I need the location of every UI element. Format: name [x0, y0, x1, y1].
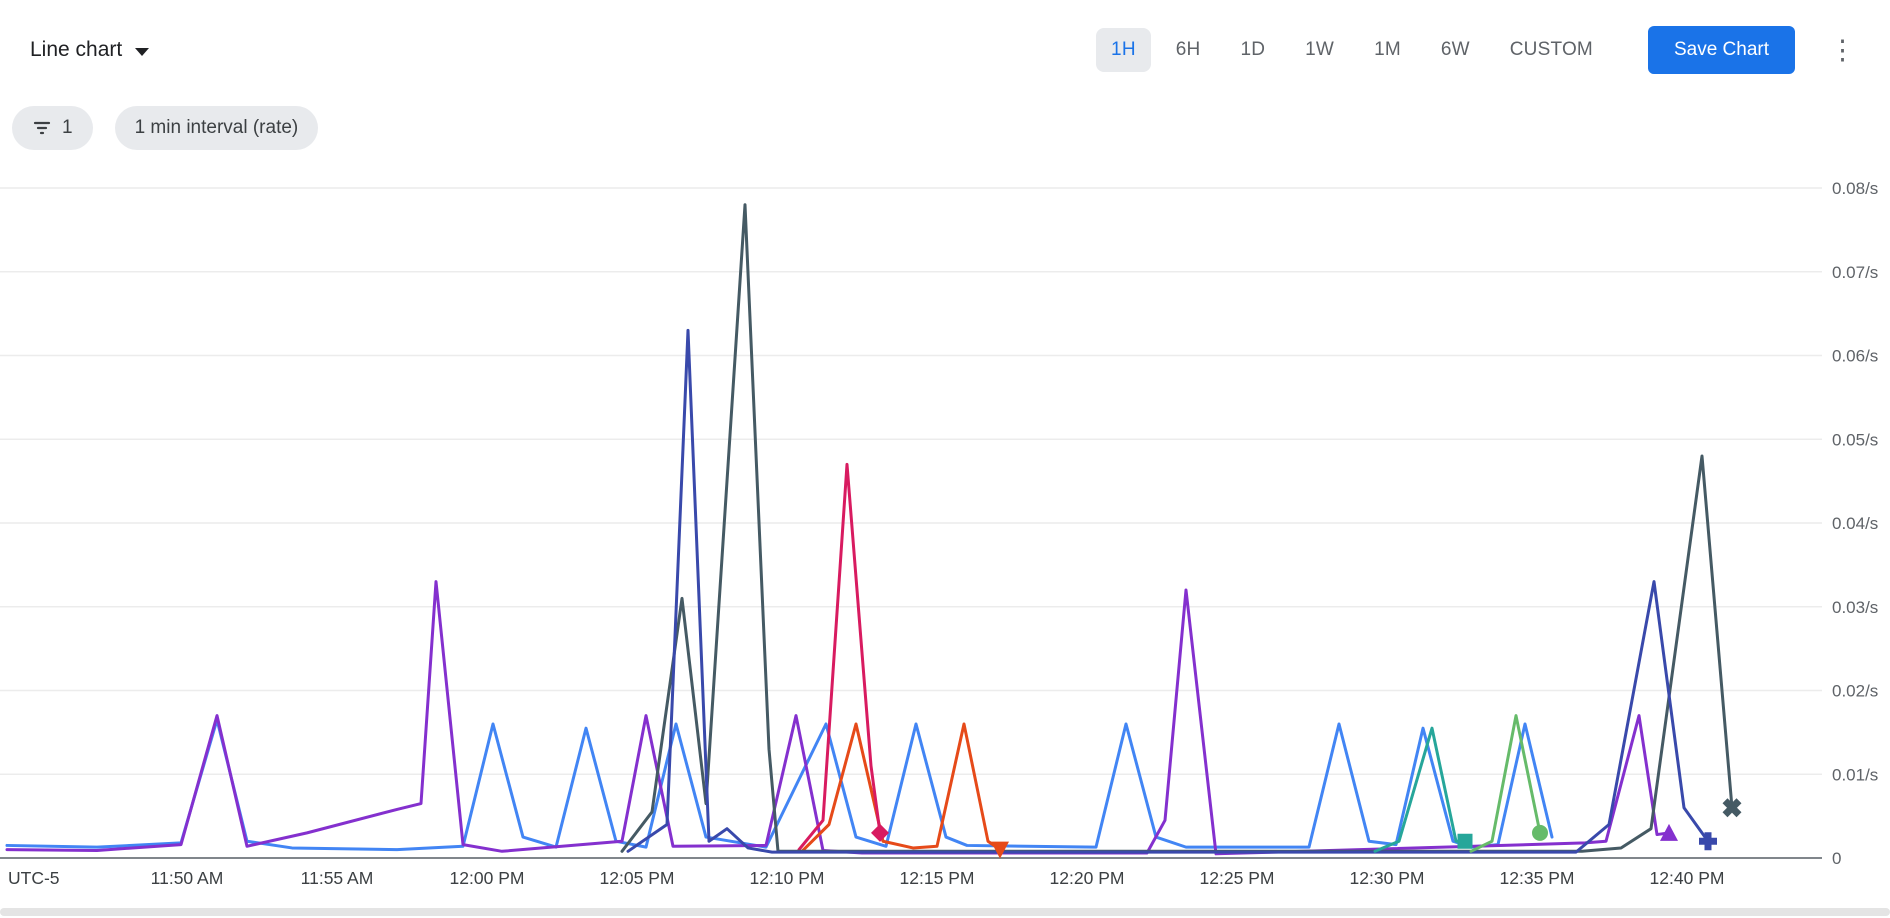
- more-options-icon[interactable]: ⋮: [1821, 33, 1864, 68]
- y-tick-label: 0: [1832, 849, 1841, 868]
- x-tick-label: 12:20 PM: [1050, 868, 1125, 888]
- interval-chip-label: 1 min interval (rate): [134, 117, 299, 138]
- x-tick-label: 12:10 PM: [750, 868, 825, 888]
- series-line-dark-slate: [620, 203, 1734, 853]
- series-line-blue: [5, 718, 1554, 852]
- y-tick-label: 0.02/s: [1832, 682, 1878, 701]
- series-line-purple: [5, 580, 1671, 856]
- x-tick-label: 12:15 PM: [900, 868, 975, 888]
- line-chart[interactable]: 0 0.01/s 0.02/s 0.03/s 0.04/s 0.05/s 0.06/s 0.0…: [0, 156, 1890, 916]
- chart-type-label: Line chart: [30, 38, 123, 61]
- x-tick-label: 12:40 PM: [1650, 868, 1725, 888]
- filter-chip-count: 1: [62, 117, 73, 138]
- time-range-group: 1H 6H 1D 1W 1M 6W CUSTOM: [1096, 28, 1608, 72]
- series-end-marker-dark-slate: [1722, 798, 1742, 818]
- filter-chip-row: 1 1 min interval (rate): [0, 100, 1890, 156]
- time-range-6w[interactable]: 6W: [1426, 28, 1485, 72]
- series-line-green: [1469, 714, 1542, 853]
- x-tick-label: 12:35 PM: [1500, 868, 1575, 888]
- y-tick-label: 0.05/s: [1832, 430, 1878, 449]
- series-end-marker-teal: [1457, 833, 1473, 849]
- time-range-1h[interactable]: 1H: [1096, 28, 1151, 72]
- filter-chip[interactable]: 1: [12, 106, 93, 150]
- series-end-marker-green: [1532, 824, 1548, 841]
- x-tick-label: 11:55 AM: [301, 868, 374, 888]
- toolbar-right: 1H 6H 1D 1W 1M 6W CUSTOM Save Chart ⋮: [1096, 26, 1864, 74]
- timezone-label: UTC-5: [8, 868, 60, 888]
- interval-chip[interactable]: 1 min interval (rate): [114, 106, 319, 150]
- series-line-orange: [800, 722, 1002, 853]
- y-tick-label: 0.06/s: [1832, 347, 1878, 366]
- x-tick-label: 12:05 PM: [600, 868, 675, 888]
- time-range-1w[interactable]: 1W: [1290, 28, 1349, 72]
- y-tick-label: 0.08/s: [1832, 179, 1878, 198]
- y-tick-label: 0.07/s: [1832, 263, 1878, 282]
- x-tick-label: 12:00 PM: [450, 868, 525, 888]
- series-end-marker-orange: [991, 841, 1009, 859]
- filter-icon: [33, 121, 51, 135]
- series-end-marker-pink: [871, 823, 889, 842]
- y-tick-label: 0.03/s: [1832, 598, 1878, 617]
- time-range-custom[interactable]: CUSTOM: [1495, 28, 1608, 72]
- save-chart-button[interactable]: Save Chart: [1647, 26, 1795, 74]
- y-tick-label: 0.04/s: [1832, 514, 1878, 533]
- x-tick-label: 11:50 AM: [151, 868, 224, 888]
- series-end-marker-purple: [1660, 823, 1678, 841]
- series-line-navy: [626, 328, 1710, 854]
- x-tick-label: 12:25 PM: [1200, 868, 1275, 888]
- line-chart-canvas: 0 0.01/s 0.02/s 0.03/s 0.04/s 0.05/s 0.06/s 0.0…: [0, 179, 1878, 888]
- chevron-down-icon: [135, 47, 150, 56]
- time-range-1m[interactable]: 1M: [1359, 28, 1416, 72]
- time-range-6h[interactable]: 6H: [1161, 28, 1216, 72]
- chart-toolbar: Line chart 1H 6H 1D 1W 1M 6W CUSTOM Save Chart…: [0, 0, 1890, 100]
- series-end-marker-navy: [1699, 832, 1717, 851]
- series-line-pink: [797, 462, 882, 852]
- x-tick-label: 12:30 PM: [1350, 868, 1425, 888]
- chart-type-selector[interactable]: Line chart: [30, 38, 150, 62]
- horizontal-scrollbar[interactable]: [0, 908, 1890, 916]
- time-range-1d[interactable]: 1D: [1225, 28, 1280, 72]
- y-tick-label: 0.01/s: [1832, 765, 1878, 784]
